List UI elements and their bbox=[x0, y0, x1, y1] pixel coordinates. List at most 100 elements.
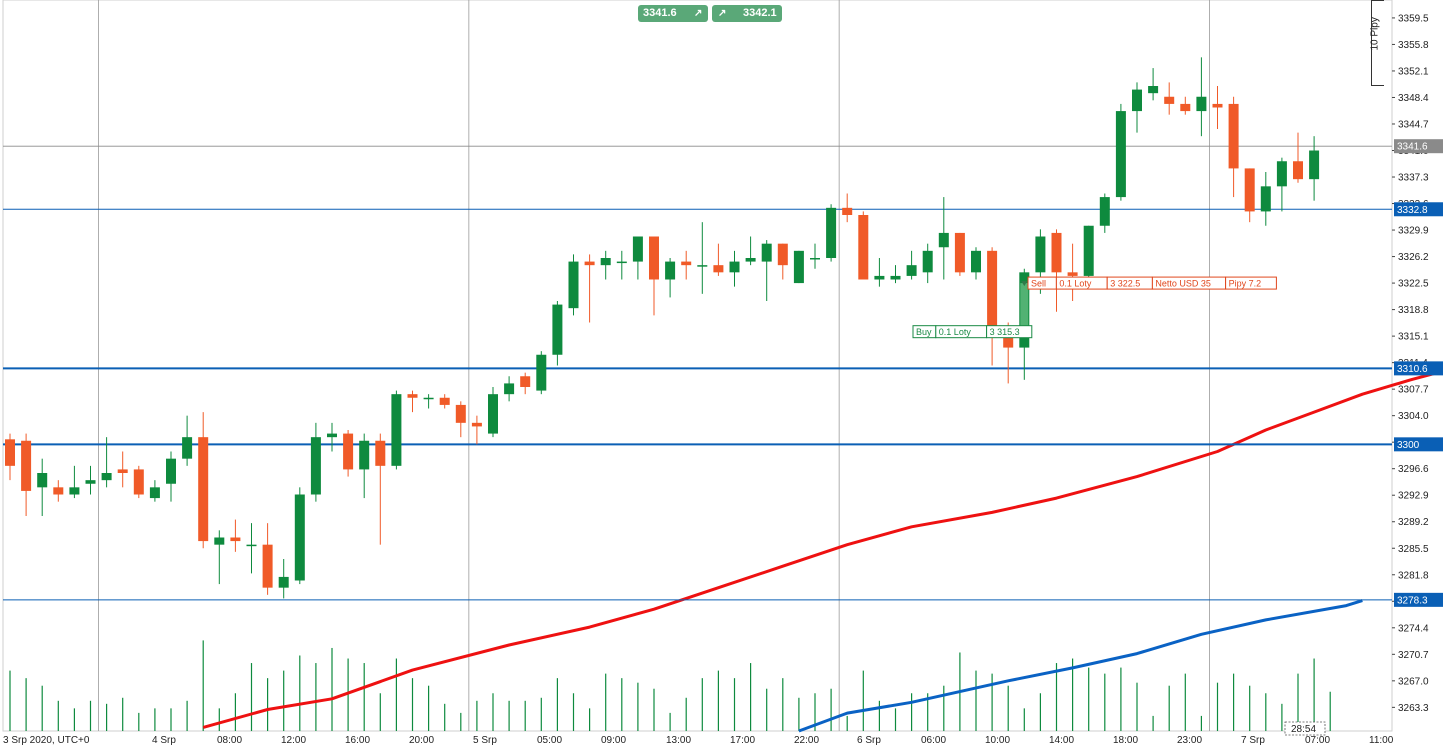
candle-bull bbox=[600, 258, 611, 266]
candle-bull bbox=[906, 265, 917, 276]
candle-bull bbox=[101, 473, 112, 481]
candle-bear bbox=[5, 439, 15, 466]
trade-tag-text: 3 322.5 bbox=[1110, 279, 1140, 289]
candle-bull bbox=[874, 275, 885, 280]
candle-bull bbox=[294, 494, 305, 581]
candle-bear bbox=[1228, 103, 1239, 169]
candle-bull bbox=[1276, 161, 1287, 187]
candle-bull bbox=[922, 250, 933, 273]
y-tick-label: 3289.2 bbox=[1398, 517, 1429, 528]
candle-bear bbox=[1244, 168, 1255, 212]
sell-trade-tag: Sell 0.1 Loty 3 322.5 Netto USD 35 Pipy 7.2 bbox=[1027, 276, 1277, 290]
y-tick-label: 3270.7 bbox=[1398, 650, 1429, 661]
candle-bull bbox=[729, 261, 740, 273]
price-level-badge bbox=[1394, 592, 1443, 607]
candle-bull bbox=[632, 236, 643, 262]
candle-bear bbox=[1067, 272, 1078, 276]
x-tick-label: 08:00 bbox=[217, 735, 242, 746]
candle-bull bbox=[793, 250, 804, 284]
candle-bear bbox=[649, 236, 659, 280]
trade-tag-text: Pipy 7.2 bbox=[1229, 279, 1262, 289]
moving-average-red-line bbox=[202, 369, 1443, 729]
x-tick-label: 16:00 bbox=[345, 735, 370, 746]
candle-bull bbox=[327, 433, 337, 438]
x-tick-label: 10:00 bbox=[985, 735, 1010, 746]
y-tick-label: 3281.8 bbox=[1398, 570, 1429, 581]
candle-bull bbox=[1035, 236, 1046, 273]
y-tick-label: 3329.9 bbox=[1398, 226, 1429, 237]
price-level-badge-text: 3300 bbox=[1397, 440, 1420, 451]
y-tick-label: 3348.4 bbox=[1398, 93, 1429, 104]
x-tick-label: 22:00 bbox=[794, 735, 819, 746]
buy-ticket-button[interactable]: ↗ 3342.1 bbox=[712, 5, 782, 22]
current-price-badge-text: 3341.6 bbox=[1397, 142, 1428, 153]
trade-tag-text: Netto USD 35 bbox=[1155, 279, 1211, 289]
x-tick-label: 17:00 bbox=[730, 735, 755, 746]
candle-bear bbox=[1003, 329, 1014, 348]
candle-bull bbox=[761, 243, 772, 262]
candle-bull bbox=[890, 275, 901, 280]
candle-bear bbox=[133, 469, 144, 495]
x-tick-label: 18:00 bbox=[1113, 735, 1138, 746]
volume-bars bbox=[9, 640, 1331, 731]
y-tick-label: 3285.5 bbox=[1398, 544, 1429, 555]
trade-tag-cell bbox=[1225, 276, 1277, 290]
y-tick-label: 3352.1 bbox=[1398, 66, 1429, 77]
candle-bull bbox=[488, 394, 498, 434]
price-level-badge bbox=[1394, 202, 1443, 217]
trade-tag-text: Buy bbox=[916, 327, 932, 337]
x-tick-label: 5 Srp bbox=[473, 735, 497, 746]
y-tick-label: 3274.4 bbox=[1398, 623, 1429, 634]
price-level-badge-text: 3278.3 bbox=[1397, 595, 1428, 606]
price-level-badge bbox=[1394, 437, 1443, 452]
candle-bull bbox=[504, 383, 515, 395]
candle-bear bbox=[53, 487, 64, 495]
candle-bull bbox=[1260, 186, 1271, 212]
candle-bull bbox=[310, 437, 321, 495]
candle-bull bbox=[665, 261, 676, 280]
buy-price: 3342.1 bbox=[743, 7, 777, 19]
candle-bear bbox=[1293, 161, 1303, 180]
y-tick-label: 3315.1 bbox=[1398, 332, 1429, 343]
trade-tag-text: Sell bbox=[1031, 279, 1046, 289]
candle-bear bbox=[1180, 103, 1191, 112]
candle-bull bbox=[85, 480, 96, 484]
trade-span-marker bbox=[1020, 283, 1029, 335]
x-tick-label: 6 Srp bbox=[857, 735, 881, 746]
candle-bear bbox=[842, 207, 853, 215]
candle-bear bbox=[439, 397, 450, 405]
countdown-box bbox=[1284, 721, 1326, 736]
candle-bear bbox=[681, 261, 692, 266]
x-tick-label: 05:00 bbox=[537, 735, 562, 746]
y-tick-label: 3359.5 bbox=[1398, 13, 1429, 24]
candle-bull bbox=[423, 397, 434, 400]
pip-scale-bracket bbox=[1371, 0, 1384, 86]
candle-bull bbox=[1083, 225, 1094, 276]
candle-bull bbox=[810, 258, 820, 260]
y-tick-label: 3304.0 bbox=[1398, 411, 1429, 422]
candle-bull bbox=[1309, 150, 1320, 180]
y-tick-label: 3296.6 bbox=[1398, 464, 1429, 475]
candle-bull bbox=[1132, 89, 1142, 112]
candle-bear bbox=[584, 261, 595, 266]
arrow-up-right-icon: ↗ bbox=[718, 8, 727, 19]
candle-bear bbox=[1212, 103, 1223, 108]
candle-bull bbox=[391, 394, 402, 466]
sell-price: 3341.6 bbox=[643, 7, 677, 19]
candle-bear bbox=[987, 250, 998, 330]
candle-bull bbox=[182, 437, 193, 459]
moving-average-blue-line bbox=[798, 599, 1363, 733]
sell-ticket-button[interactable]: 3341.6 ↗ bbox=[638, 5, 708, 22]
x-tick-label: 12:00 bbox=[281, 735, 306, 746]
candle-bull bbox=[69, 487, 80, 495]
candle-bull bbox=[616, 261, 627, 264]
candle-bear bbox=[1051, 232, 1062, 273]
candle-bull bbox=[568, 261, 579, 309]
candle-bear bbox=[858, 215, 869, 280]
candle-bear bbox=[21, 440, 32, 491]
y-tick-label: 3307.7 bbox=[1398, 385, 1429, 396]
x-tick-label: 4 Srp bbox=[152, 735, 176, 746]
x-tick-label: 07:00 bbox=[1305, 735, 1330, 746]
